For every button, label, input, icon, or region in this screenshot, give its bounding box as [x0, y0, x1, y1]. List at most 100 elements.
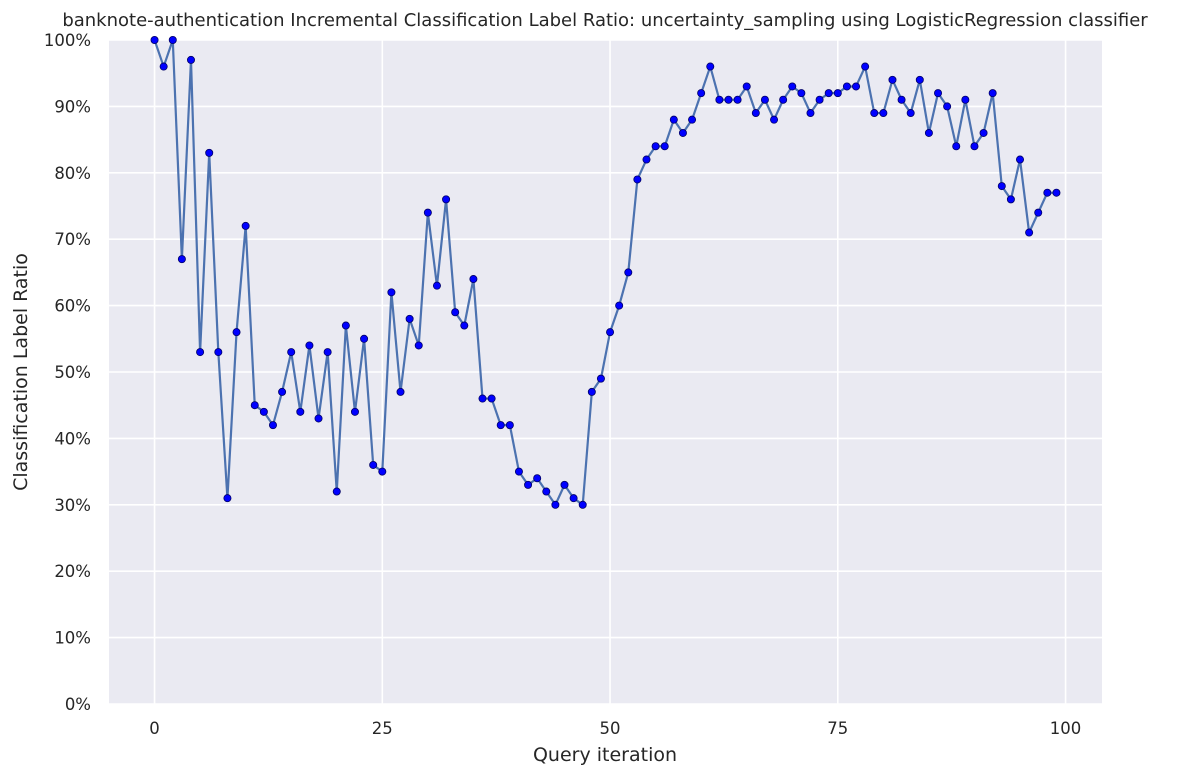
data-point [897, 95, 906, 104]
y-tick-label: 70% [54, 230, 91, 249]
data-point [259, 407, 268, 416]
x-tick-label: 100 [1050, 719, 1082, 738]
data-point [278, 387, 287, 396]
data-point [414, 341, 423, 350]
data-point [505, 421, 514, 430]
chart-title: banknote-authentication Incremental Clas… [62, 10, 1148, 31]
data-point [1043, 188, 1052, 197]
data-point [460, 321, 469, 330]
data-point [469, 275, 478, 284]
x-axis-label: Query iteration [533, 744, 677, 766]
data-point [159, 62, 168, 71]
data-point [824, 89, 833, 98]
data-point [369, 460, 378, 469]
data-point [742, 82, 751, 91]
x-axis: 0 25 50 75 100 [149, 719, 1081, 738]
data-point [551, 500, 560, 509]
data-point [542, 487, 551, 496]
data-point [706, 62, 715, 71]
data-point [852, 82, 861, 91]
data-point [405, 314, 414, 323]
y-tick-label: 30% [54, 496, 91, 515]
data-point [569, 494, 578, 503]
data-point [378, 467, 387, 476]
data-point [314, 414, 323, 423]
data-point [934, 89, 943, 98]
data-point [770, 115, 779, 124]
data-point [496, 421, 505, 430]
data-point [560, 480, 569, 489]
data-point [797, 89, 806, 98]
data-point [724, 95, 733, 104]
data-point [250, 401, 259, 410]
data-point [596, 374, 605, 383]
data-point [697, 89, 706, 98]
data-point [451, 308, 460, 317]
y-tick-label: 20% [54, 562, 91, 581]
data-point [970, 142, 979, 151]
data-point [997, 182, 1006, 191]
data-point [1025, 228, 1034, 237]
data-point [350, 407, 359, 416]
data-point [332, 487, 341, 496]
y-axis: 0% 10% 20% 30% 40% 50% 60% 70% 80% 90% 100% [44, 31, 91, 714]
data-point [287, 348, 296, 357]
data-point [688, 115, 697, 124]
data-point [870, 109, 879, 118]
data-point [186, 55, 195, 64]
data-point [305, 341, 314, 350]
data-point [533, 474, 542, 483]
data-point [587, 387, 596, 396]
data-point [988, 89, 997, 98]
data-point [642, 155, 651, 164]
data-point [879, 109, 888, 118]
data-point [961, 95, 970, 104]
data-point [861, 62, 870, 71]
data-point [606, 328, 615, 337]
y-axis-label: Classification Label Ratio [10, 253, 32, 491]
data-point [952, 142, 961, 151]
series-line [153, 38, 1057, 506]
data-point [296, 407, 305, 416]
data-point [232, 328, 241, 337]
data-point [396, 387, 405, 396]
data-point [979, 128, 988, 137]
data-point [214, 348, 223, 357]
data-point [651, 142, 660, 151]
data-point [779, 95, 788, 104]
data-point [442, 195, 451, 204]
data-point [177, 255, 186, 264]
data-point [806, 109, 815, 118]
data-point [478, 394, 487, 403]
y-tick-label: 60% [54, 297, 91, 316]
data-point [578, 500, 587, 509]
data-point [387, 288, 396, 297]
data-point [633, 175, 642, 184]
x-tick-label: 50 [600, 719, 621, 738]
x-tick-label: 75 [827, 719, 848, 738]
data-point [660, 142, 669, 151]
data-point [842, 82, 851, 91]
data-point [514, 467, 523, 476]
data-point [423, 208, 432, 217]
data-point [223, 494, 232, 503]
data-point [788, 82, 797, 91]
data-point [888, 75, 897, 84]
data-point [669, 115, 678, 124]
y-tick-label: 40% [54, 429, 91, 448]
data-point [1052, 188, 1061, 197]
y-tick-label: 10% [54, 629, 91, 648]
y-tick-label: 50% [54, 363, 91, 382]
data-point [733, 95, 742, 104]
y-tick-label: 0% [65, 695, 91, 714]
data-point [524, 480, 533, 489]
data-point [1006, 195, 1015, 204]
x-tick-label: 0 [149, 719, 160, 738]
data-point [624, 268, 633, 277]
markers [150, 36, 1061, 509]
y-tick-label: 80% [54, 164, 91, 183]
data-point [241, 221, 250, 230]
data-point [715, 95, 724, 104]
data-point [432, 281, 441, 290]
